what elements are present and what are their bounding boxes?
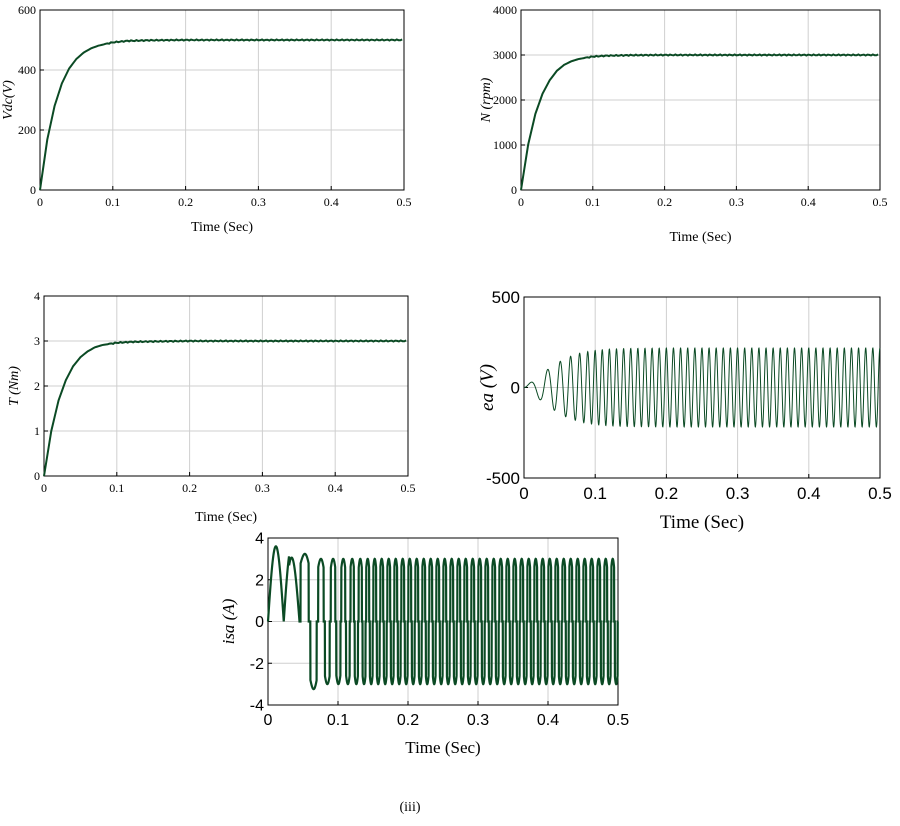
y-tick-label: 0 xyxy=(30,183,36,197)
y-tick-label: -2 xyxy=(250,656,264,673)
x-tick-label: 0.3 xyxy=(467,712,489,729)
series-line xyxy=(523,347,881,428)
y-axis-label: T (Nm) xyxy=(7,366,22,406)
figure-caption: (iii) xyxy=(399,800,421,815)
y-tick-label: -4 xyxy=(250,698,264,715)
x-tick-label: 0.5 xyxy=(868,484,892,503)
x-axis-label: Time (Sec) xyxy=(191,220,253,235)
x-axis-label: Time (Sec) xyxy=(669,230,731,245)
y-tick-label: 0 xyxy=(511,378,520,397)
y-tick-label: 0 xyxy=(34,469,40,483)
x-tick-label: 0.4 xyxy=(328,481,343,495)
series-line xyxy=(266,545,619,691)
rotor-speed-plot: 0 0.1 0.2 0.3 0.4 0.5 0 1000 2000 3000 4000 Time (S… xyxy=(479,3,888,245)
y-tick-label: 2 xyxy=(34,379,40,393)
x-tick-label: 0.5 xyxy=(607,712,629,729)
x-tick-label: 0.2 xyxy=(655,484,679,503)
series-line xyxy=(39,38,403,191)
series-line xyxy=(43,339,407,477)
x-tick-label: 0.2 xyxy=(178,195,193,209)
y-tick-label: 4 xyxy=(255,531,264,548)
phase-current-plot: 0 0.1 0.2 0.3 0.4 0.5 4 2 0 -2 -4 Time (Sec) isa (A) xyxy=(219,531,629,757)
y-axis-label: isa (A) xyxy=(219,598,238,644)
x-tick-label: 0.4 xyxy=(797,484,821,503)
x-tick-label: 0 xyxy=(519,484,528,503)
x-tick-label: 0.1 xyxy=(109,481,124,495)
y-tick-label: 400 xyxy=(18,63,36,77)
x-tick-label: 0 xyxy=(41,481,47,495)
x-tick-label: 0.1 xyxy=(585,195,600,209)
x-tick-label: 0.1 xyxy=(583,484,607,503)
y-tick-label: 2 xyxy=(255,572,264,589)
y-axis-label: N (rpm) xyxy=(479,77,494,123)
x-tick-label: 0.5 xyxy=(397,195,412,209)
x-tick-label: 0.5 xyxy=(873,195,888,209)
series-line xyxy=(520,53,879,191)
x-tick-label: 0 xyxy=(264,712,273,729)
x-axis-label: Time (Sec) xyxy=(660,512,744,533)
y-tick-label: 4 xyxy=(34,289,40,303)
y-tick-label: 600 xyxy=(18,3,36,17)
y-axis-label: Vdc(V) xyxy=(1,80,16,120)
y-tick-label: 0 xyxy=(511,183,517,197)
y-tick-label: 500 xyxy=(492,288,520,307)
y-tick-label: 4000 xyxy=(493,3,517,17)
y-tick-label: 0 xyxy=(255,614,264,631)
y-tick-label: 3 xyxy=(34,334,40,348)
x-tick-label: 0.3 xyxy=(729,195,744,209)
x-axis-label: Time (Sec) xyxy=(195,510,257,525)
x-tick-label: 0.1 xyxy=(105,195,120,209)
plot-frame xyxy=(39,9,405,191)
y-tick-label: 3000 xyxy=(493,48,517,62)
x-tick-label: 0.5 xyxy=(401,481,416,495)
y-tick-label: 200 xyxy=(18,123,36,137)
x-tick-label: 0.4 xyxy=(324,195,339,209)
y-tick-label: -500 xyxy=(486,469,520,488)
y-tick-label: 2000 xyxy=(493,93,517,107)
x-tick-label: 0 xyxy=(518,195,524,209)
dc-link-voltage-plot: 0 0.1 0.2 0.3 0.4 0.5 0 200 400 600 Time (Sec) Vdc(… xyxy=(1,3,412,235)
y-axis-label: ea (V) xyxy=(477,364,498,411)
x-axis-label: Time (Sec) xyxy=(405,738,480,757)
x-tick-label: 0.4 xyxy=(801,195,816,209)
x-tick-label: 0.3 xyxy=(255,481,270,495)
x-tick-label: 0.1 xyxy=(327,712,349,729)
torque-plot: 0 0.1 0.2 0.3 0.4 0.5 0 1 2 3 4 Time (Sec) T (Nm) xyxy=(7,289,416,525)
y-tick-label: 1000 xyxy=(493,138,517,152)
x-tick-label: 0.2 xyxy=(657,195,672,209)
x-tick-label: 0 xyxy=(37,195,43,209)
x-tick-label: 0.2 xyxy=(397,712,419,729)
x-tick-label: 0.3 xyxy=(726,484,750,503)
x-tick-label: 0.2 xyxy=(182,481,197,495)
x-tick-label: 0.4 xyxy=(537,712,559,729)
x-tick-label: 0.3 xyxy=(251,195,266,209)
y-tick-label: 1 xyxy=(34,424,40,438)
